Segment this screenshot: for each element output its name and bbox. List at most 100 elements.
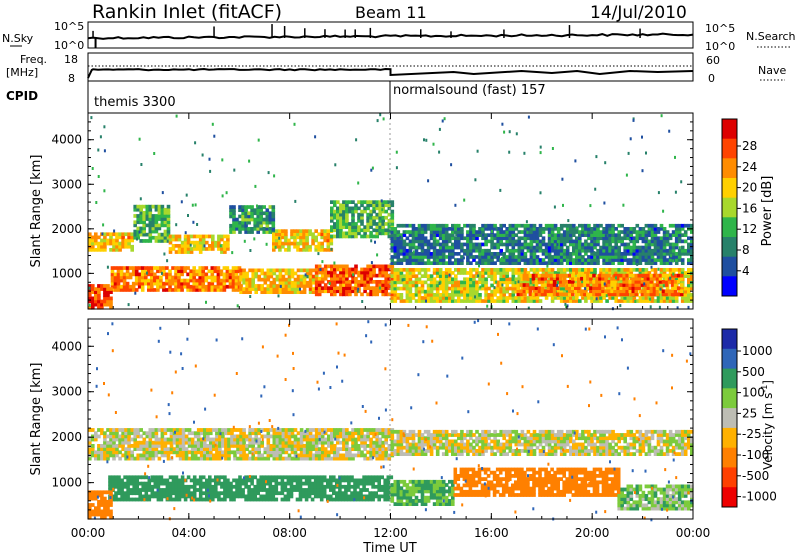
heatmap-cell [357, 437, 361, 442]
heatmap-cell [475, 248, 479, 253]
heatmap-cell [637, 283, 642, 287]
heatmap-cell [420, 274, 425, 278]
heatmap-cell [259, 217, 263, 222]
heatmap-cell [493, 252, 497, 256]
heatmap-cell [444, 283, 449, 288]
heatmap-cell [531, 292, 536, 297]
heatmap-cell [528, 289, 533, 294]
heatmap-cell [553, 239, 558, 244]
heatmap-cell [481, 274, 485, 278]
heatmap-cell [354, 283, 358, 287]
heatmap-cell [314, 286, 319, 290]
heatmap-cell [97, 287, 101, 291]
heatmap-cell [266, 447, 271, 451]
heatmap-cell [577, 276, 581, 281]
heatmap-speck [575, 226, 578, 230]
heatmap-cell [541, 248, 546, 253]
heatmap-cell [411, 293, 416, 297]
heatmap-cell [674, 299, 679, 303]
heatmap-cell [201, 234, 206, 239]
heatmap-cell [647, 233, 652, 237]
heatmap-cell [514, 286, 519, 291]
heatmap-cell [505, 283, 509, 288]
heatmap-cell [239, 434, 243, 439]
heatmap-cell [423, 296, 428, 300]
heatmap-cell [517, 252, 522, 256]
heatmap-cell [526, 230, 531, 234]
heatmap-cell [342, 447, 346, 451]
heatmap-cell [88, 299, 92, 304]
heatmap-cell [475, 289, 479, 294]
heatmap-cell [220, 250, 224, 254]
heatmap-cell [330, 431, 334, 436]
heatmap-cell [384, 270, 388, 275]
heatmap-cell [360, 215, 364, 220]
heatmap-cell [296, 444, 301, 448]
heatmap-cell [665, 248, 670, 253]
heatmap-cell [357, 283, 361, 287]
heatmap-cell [593, 236, 597, 241]
heatmap-cell [269, 444, 274, 448]
heatmap-cell [426, 274, 431, 278]
heatmap-cell [475, 293, 479, 297]
heatmap-cell [345, 273, 349, 278]
heatmap-cell [596, 236, 600, 241]
heatmap-cell [502, 233, 506, 237]
heatmap-cell [387, 203, 392, 208]
heatmap-cell [241, 214, 245, 219]
heatmap-cell [532, 296, 537, 300]
heatmap-speck [478, 264, 480, 268]
heatmap-cell [178, 453, 183, 458]
heatmap-cell [444, 289, 449, 294]
heatmap-cell [296, 229, 300, 233]
heatmap-cell [109, 305, 113, 310]
heatmap-cell [638, 245, 643, 250]
heatmap-cell [396, 258, 401, 262]
heatmap-cell [687, 268, 691, 272]
heatmap-cell [665, 233, 670, 237]
heatmap-cell [189, 278, 193, 283]
heatmap-speck [382, 117, 385, 121]
heatmap-cell [293, 244, 297, 249]
colorbar-tick-label: 28 [742, 139, 757, 153]
heatmap-cell [139, 211, 143, 215]
heatmap-cell [674, 230, 679, 234]
heatmap-cell [526, 258, 531, 262]
heatmap-cell [290, 287, 295, 291]
heatmap-cell [115, 453, 119, 458]
heatmap-cell [215, 450, 219, 455]
heatmap-cell [544, 261, 549, 265]
heatmap-cell [599, 255, 603, 259]
heatmap-cell [584, 233, 588, 237]
heatmap-cell [342, 434, 346, 439]
heatmap-cell [611, 230, 615, 234]
heatmap-speck [668, 129, 671, 133]
heatmap-cell [100, 428, 104, 432]
heatmap-cell [454, 239, 458, 244]
heatmap-cell [647, 258, 652, 262]
heatmap-cell [550, 239, 555, 244]
heatmap-cell [426, 296, 431, 300]
heatmap-cell [154, 217, 159, 221]
heatmap-cell [125, 266, 130, 270]
heatmap-cell [345, 450, 349, 455]
heatmap-cell [122, 275, 127, 280]
heatmap-cell [387, 453, 392, 458]
heatmap-cell [565, 255, 570, 259]
heatmap-cell [193, 453, 198, 458]
heatmap-cell [366, 437, 370, 442]
heatmap-cell [390, 215, 395, 220]
heatmap-cell [336, 447, 340, 451]
heatmap-cell [157, 226, 162, 231]
heatmap-cell [251, 287, 255, 291]
heatmap-cell [426, 277, 431, 282]
heatmap-cell [366, 270, 370, 275]
heatmap-cell [610, 283, 614, 287]
heatmap-cell [106, 232, 110, 237]
heatmap-cell [160, 232, 165, 237]
cpid-label: CPID [6, 89, 38, 103]
heatmap-cell [487, 248, 491, 253]
heatmap-cell [128, 288, 133, 292]
heatmap-cell [263, 274, 268, 279]
heatmap-cell [454, 283, 458, 288]
